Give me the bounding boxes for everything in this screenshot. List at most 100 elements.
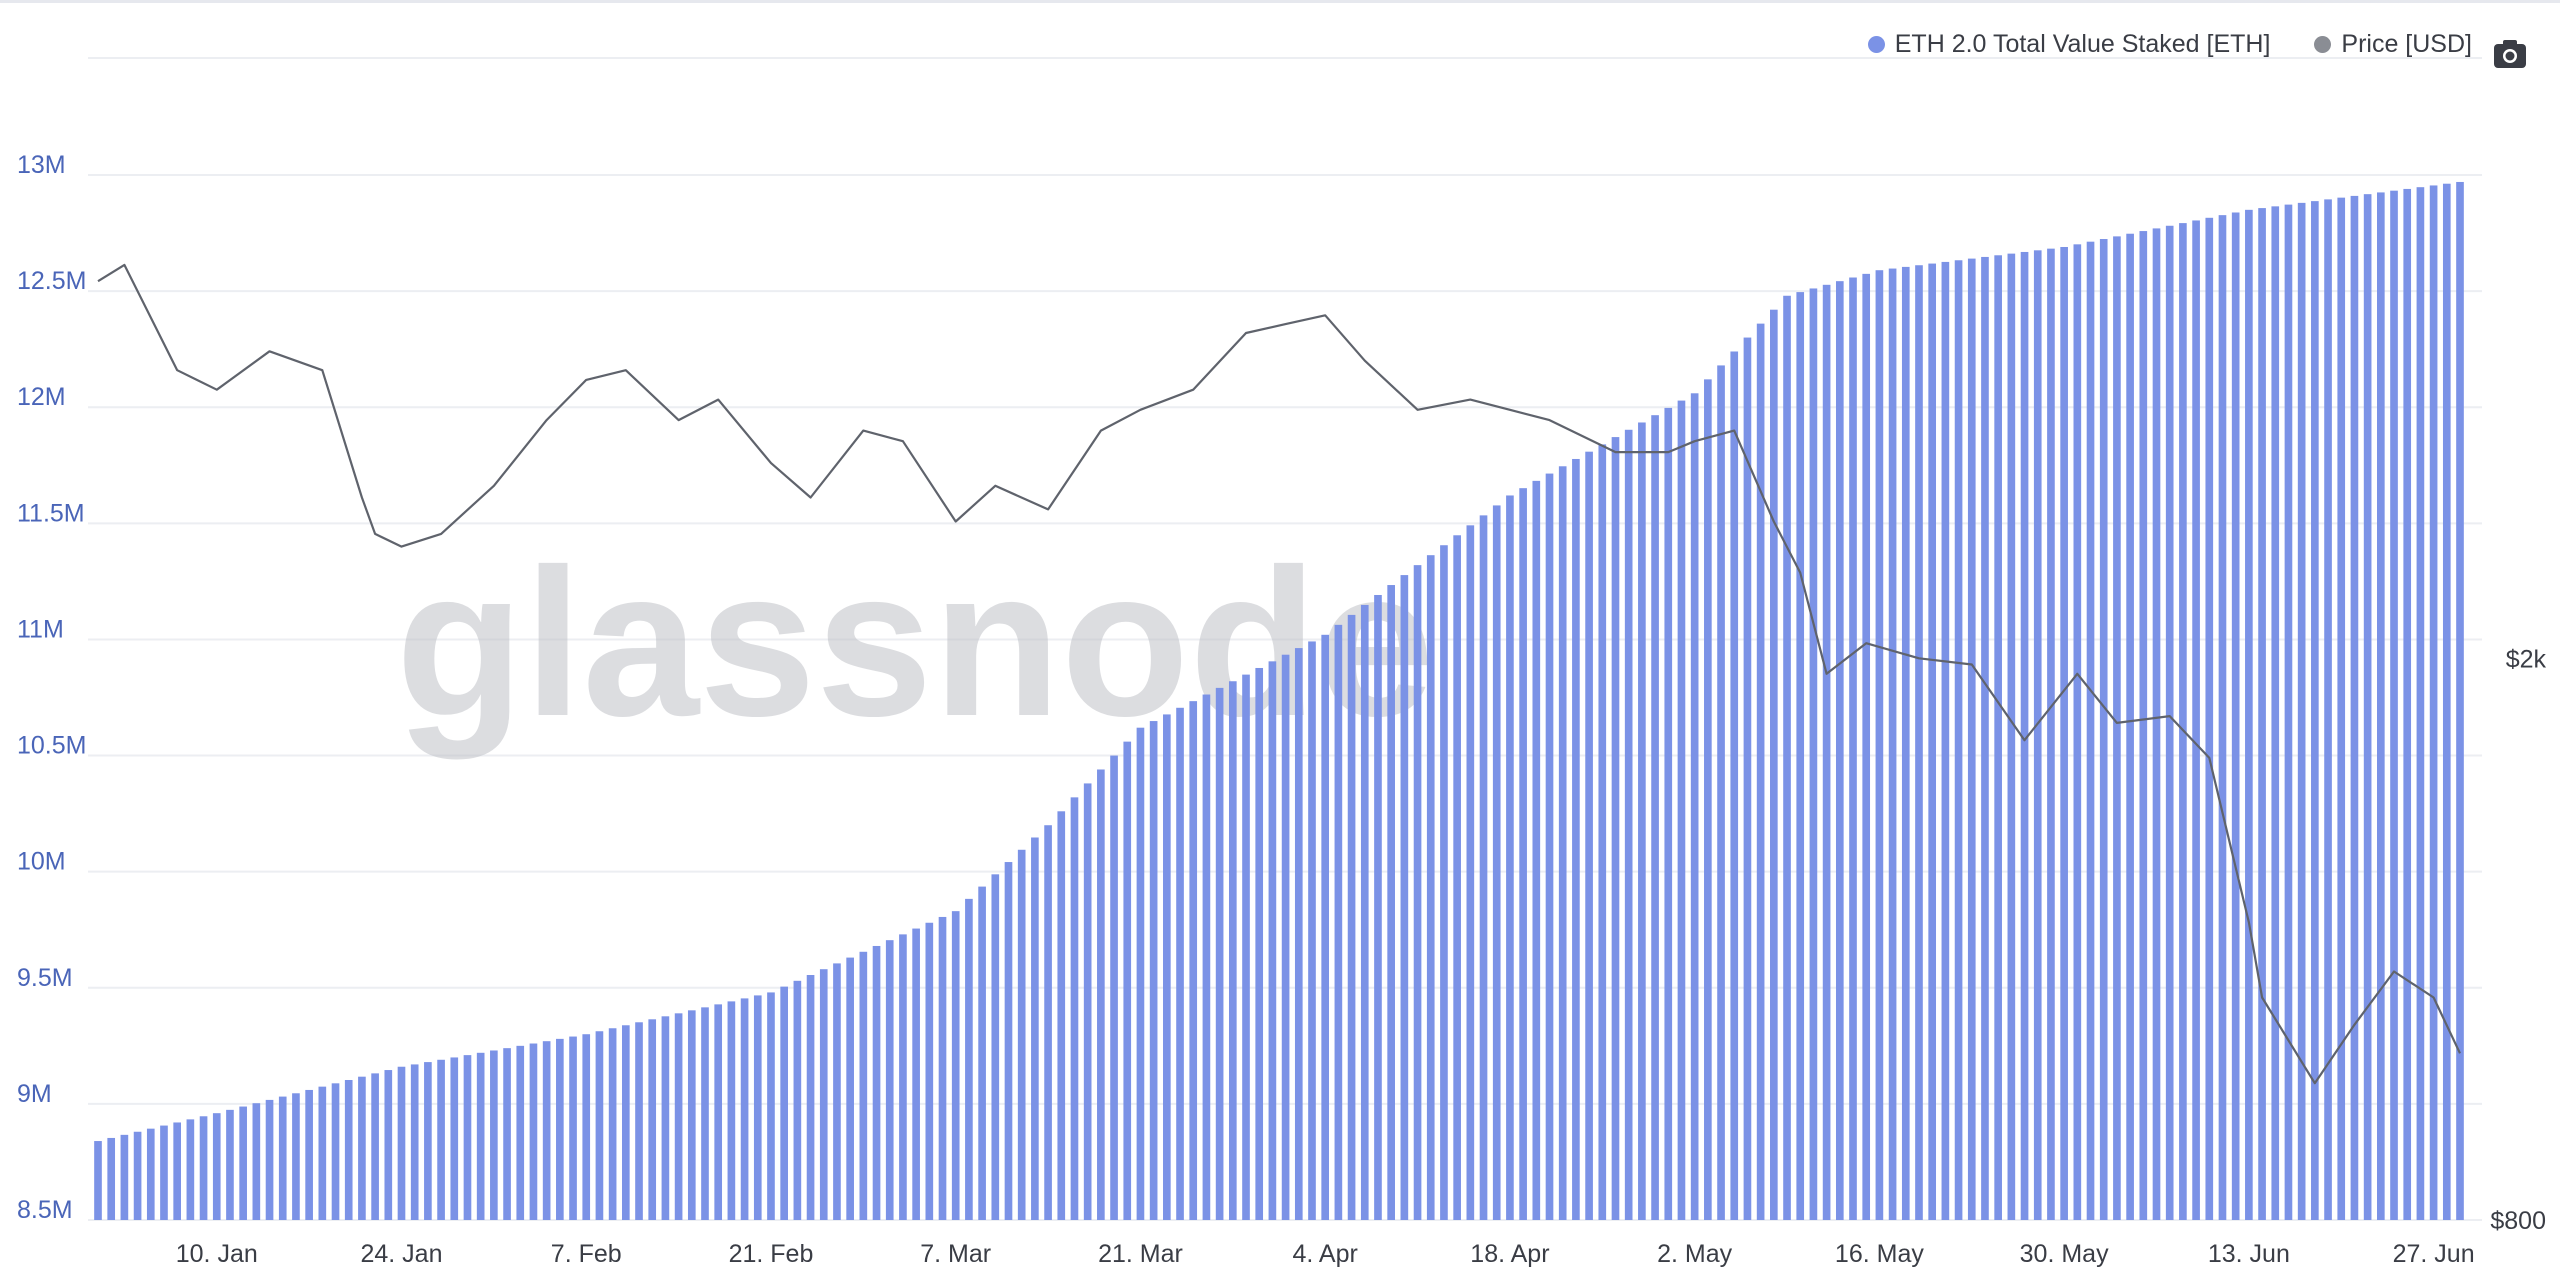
bar-staked	[608, 1028, 617, 1220]
bar-staked	[397, 1066, 406, 1220]
bar-staked	[2047, 248, 2055, 1221]
bar-staked	[1519, 488, 1527, 1221]
x-axis-tick-label: 2. May	[1657, 1240, 1733, 1268]
right-axis: $800 $2k	[2490, 645, 2546, 1235]
bar-staked	[410, 1064, 419, 1220]
bar-staked	[1572, 458, 1580, 1220]
bar-staked	[859, 951, 868, 1220]
bar-staked	[1347, 614, 1356, 1220]
bar-staked	[2429, 185, 2438, 1221]
bar-staked	[1202, 694, 1211, 1220]
bar-staked	[1440, 545, 1448, 1220]
bar-staked	[2020, 251, 2029, 1220]
bar-staked	[1677, 400, 1686, 1221]
left-axis-tick-label: 13M	[17, 151, 66, 179]
bar-staked	[1031, 837, 1039, 1220]
left-axis-tick-label: 11.5M	[17, 499, 85, 527]
bar-staked	[2192, 220, 2200, 1220]
bar-staked	[1994, 255, 2002, 1221]
bar-staked	[384, 1070, 393, 1220]
bar-staked	[2350, 195, 2359, 1220]
bar-staked	[1321, 634, 1330, 1220]
bar-staked	[2152, 228, 2161, 1220]
bar-staked	[1690, 393, 1699, 1220]
bar-staked	[1545, 473, 1554, 1221]
right-axis-tick-label: $2k	[2506, 645, 2547, 673]
bar-staked	[1835, 281, 1844, 1221]
bar-staked	[1743, 337, 1752, 1220]
bar-staked	[978, 886, 986, 1220]
bar-staked	[661, 1016, 670, 1220]
bar-staked	[1083, 783, 1092, 1220]
legend-label-price: Price [USD]	[2341, 30, 2472, 58]
bar-staked	[2297, 202, 2306, 1220]
x-axis-tick-label: 30. May	[2020, 1240, 2109, 1268]
watermark: glassnode	[396, 525, 1435, 760]
right-axis-tick-label: $800	[2490, 1207, 2546, 1235]
bar-staked	[1875, 270, 1884, 1220]
bar-staked	[767, 992, 775, 1220]
bar-staked	[1954, 260, 1963, 1220]
bar-staked	[2377, 192, 2385, 1221]
bar-staked	[2073, 244, 2082, 1221]
bar-staked	[2337, 197, 2346, 1220]
bar-staked	[2218, 215, 2227, 1221]
x-axis-tick-label: 7. Feb	[551, 1240, 622, 1268]
bar-staked	[1387, 585, 1395, 1220]
bar-staked	[2258, 208, 2266, 1220]
legend-item-price[interactable]: Price [USD]	[2314, 30, 2472, 59]
bar-staked	[2139, 231, 2148, 1221]
bar-staked	[1374, 594, 1382, 1220]
bar-staked	[199, 1116, 208, 1220]
legend-dot-price	[2314, 36, 2332, 53]
bar-staked	[1796, 292, 1805, 1221]
bar-staked	[1717, 365, 1725, 1220]
x-axis-tick-label: 27. Jun	[2393, 1240, 2475, 1268]
bar-staked	[2179, 223, 2187, 1221]
bar-staked	[2271, 206, 2280, 1221]
bar-staked	[318, 1086, 327, 1220]
bar-staked	[556, 1038, 564, 1220]
bar-staked	[674, 1013, 683, 1220]
bar-staked	[1255, 667, 1264, 1220]
bar-staked	[1915, 265, 1923, 1220]
x-axis-tick-label: 16. May	[1835, 1240, 1924, 1268]
bar-staked	[1624, 429, 1633, 1220]
top-divider	[0, 0, 2560, 3]
bar-staked	[1413, 565, 1422, 1220]
bar-staked	[2033, 250, 2042, 1221]
bar-staked	[1967, 258, 1976, 1221]
bar-staked	[1651, 415, 1659, 1221]
bar-staked	[173, 1122, 181, 1220]
line-series-price	[97, 263, 2461, 1085]
x-axis-tick-label: 10. Jan	[176, 1240, 258, 1268]
bar-staked	[2363, 194, 2372, 1221]
legend-item-staked[interactable]: ETH 2.0 Total Value Staked [ETH]	[1867, 30, 2270, 59]
bar-staked	[1638, 422, 1646, 1220]
bar-staked	[371, 1073, 379, 1220]
bar-staked	[1242, 674, 1250, 1220]
left-axis-tick-label: 10M	[17, 848, 66, 876]
bar-staked	[1017, 849, 1026, 1220]
bar-staked	[120, 1134, 129, 1220]
bar-staked	[635, 1022, 643, 1220]
bar-staked	[344, 1080, 353, 1220]
bar-staked	[2205, 217, 2214, 1221]
bar-staked	[793, 980, 802, 1220]
bar-staked	[1228, 681, 1237, 1220]
bar-staked	[2113, 236, 2121, 1220]
bar-staked	[1506, 495, 1514, 1220]
bar-staked	[2245, 209, 2253, 1221]
camera-icon[interactable]	[2492, 36, 2528, 72]
bar-staked	[912, 928, 920, 1220]
bar-staked	[1862, 273, 1871, 1220]
bar-staked	[648, 1019, 657, 1220]
bar-staked	[753, 995, 762, 1220]
bar-staked	[1400, 575, 1409, 1220]
bar-staked	[331, 1083, 340, 1220]
bar-staked	[2403, 188, 2412, 1220]
left-axis-tick-label: 9M	[17, 1080, 52, 1108]
bar-staked	[2007, 253, 2016, 1221]
bar-staked	[1770, 309, 1778, 1220]
bars-series-staked	[94, 181, 2464, 1221]
